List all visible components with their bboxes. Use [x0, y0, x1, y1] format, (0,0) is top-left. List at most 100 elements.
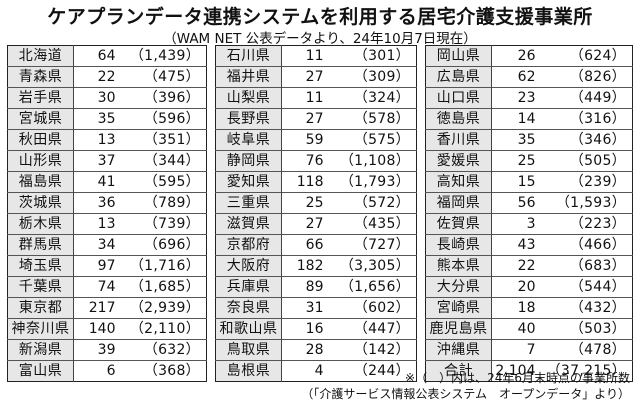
prefecture-cell: 岩手県	[7, 87, 74, 109]
prefecture-cell: 静岡県	[215, 150, 282, 172]
page-title: ケアプランデータ連携システムを利用する居宅介護支援事業所	[47, 6, 593, 28]
table-row: 岡山県 26 （624）	[425, 45, 633, 67]
count-cell: 76	[281, 150, 328, 172]
count-cell: 140	[73, 318, 120, 340]
count-cell: 11	[305, 48, 324, 64]
prior-count-cell: （324）	[327, 87, 417, 109]
count-cell: 31	[281, 297, 328, 319]
table-row: 三重県 25 （572）	[215, 192, 417, 214]
count-cell: 14	[491, 108, 540, 130]
prior-count-cell: （316）	[539, 108, 633, 130]
table-column-3: 岡山県 26 （624） 広島県 62 （826） 山口県 23 （449） 徳島県 14 （316）…	[425, 45, 633, 382]
prefecture-cell: 香川県	[425, 129, 492, 151]
table-row: 和歌山県 16 （447）	[215, 318, 417, 340]
table-row: 愛媛県 25 （505）	[425, 150, 633, 172]
prefecture-cell: 新潟県	[7, 339, 74, 361]
prefecture-cell: 岡山県	[425, 45, 492, 67]
count-cell: 74	[73, 276, 120, 298]
prefecture-cell: 山形県	[7, 150, 74, 172]
prior-count-cell: （309）	[327, 66, 417, 88]
count-cell: 13	[73, 213, 120, 235]
prior-count-cell: （142）	[327, 339, 417, 361]
prefecture-cell: 熊本県	[425, 255, 492, 277]
prior-count-cell: （595）	[119, 171, 207, 193]
prior-count-cell: （602）	[327, 297, 417, 319]
count-cell: 36	[73, 192, 120, 214]
table-row: 滋賀県 27 （435）	[215, 213, 417, 235]
count-cell: 25	[281, 192, 328, 214]
prior-count-cell: （466）	[539, 234, 633, 256]
count-cell: 56	[491, 192, 540, 214]
table-row: 鳥取県 28 （142）	[215, 339, 417, 361]
table-row: 福岡県 56 （1,593）	[425, 192, 633, 214]
table-row: 広島県 62 （826）	[425, 66, 633, 88]
prefecture-cell: 秋田県	[7, 129, 74, 151]
prefecture-cell: 奈良県	[215, 297, 282, 319]
table-row: 岩手県 30 （396）	[7, 87, 207, 109]
table-row: 山口県 23 （449）	[425, 87, 633, 109]
table-row: 長野県 27 （578）	[215, 108, 417, 130]
prefecture-cell: 福井県	[215, 66, 282, 88]
count-cell: 34	[73, 234, 120, 256]
table-row: 神奈川県 140 （2,110）	[7, 318, 207, 340]
count-cell: 89	[281, 276, 328, 298]
prior-count-cell: （1,685）	[119, 276, 207, 298]
table-row: 富山県 6 （368）	[7, 360, 207, 382]
table-row: 大阪府 182 （3,305）	[215, 255, 417, 277]
footnote: ※（ ）内は、24年6月末時点の事業所数	[405, 371, 630, 385]
prefecture-cell: 福岡県	[425, 192, 492, 214]
prior-count-cell: （223）	[539, 213, 633, 235]
count-cell: 20	[491, 276, 540, 298]
count-cell: 64	[97, 48, 116, 64]
prefecture-cell: 高知県	[425, 171, 492, 193]
table-row: 鹿児島県 40 （503）	[425, 318, 633, 340]
table-row: 大分県 20 （544）	[425, 276, 633, 298]
table-column-1: 北海道 64 （1,439） 青森県 22 （475） 岩手県 30 （396） 宮城県 35 （59…	[7, 45, 207, 382]
table-row: 青森県 22 （475）	[7, 66, 207, 88]
count-cell: 28	[281, 339, 328, 361]
count-cell: 2,104	[491, 360, 540, 382]
count-cell: 35	[491, 129, 540, 151]
prior-count-cell: （572）	[327, 192, 417, 214]
prefecture-cell: 和歌山県	[215, 318, 282, 340]
prior-count-cell: （826）	[539, 66, 633, 88]
table-row: 兵庫県 89 （1,656）	[215, 276, 417, 298]
prior-count-cell: （447）	[327, 318, 417, 340]
prefecture-cell: 京都府	[215, 234, 282, 256]
prefecture-cell: 大阪府	[215, 255, 282, 277]
count-cell: 27	[281, 108, 328, 130]
count-cell: 22	[73, 66, 120, 88]
prefecture-cell: 山口県	[425, 87, 492, 109]
table-row: 宮崎県 18 （432）	[425, 297, 633, 319]
table-row: 佐賀県 3 （223）	[425, 213, 633, 235]
prefecture-cell: 富山県	[7, 360, 74, 382]
count-cell: 43	[491, 234, 540, 256]
prefecture-cell: 合計	[425, 360, 492, 382]
prefecture-cell: 青森県	[7, 66, 74, 88]
prior-count-cell: （727）	[327, 234, 417, 256]
prior-count-cell: （351）	[119, 129, 207, 151]
prefecture-cell: 北海道	[7, 45, 74, 67]
prior-count-cell: （346）	[539, 129, 633, 151]
count-cell: 27	[281, 213, 328, 235]
prior-count-cell: （739）	[119, 213, 207, 235]
prefecture-cell: 広島県	[425, 66, 492, 88]
table-row: 東京都 217 （2,939）	[7, 297, 207, 319]
table-row: 福島県 41 （595）	[7, 171, 207, 193]
prefecture-cell: 群馬県	[7, 234, 74, 256]
prefecture-cell: 石川県	[215, 45, 282, 67]
prior-count-cell: （244）	[327, 360, 417, 382]
table-row: 山梨県 11 （324）	[215, 87, 417, 109]
count-cell: 23	[491, 87, 540, 109]
prefecture-cell: 神奈川県	[7, 318, 74, 340]
prior-count-cell: （624）	[569, 48, 626, 64]
prior-count-cell: （505）	[539, 150, 633, 172]
table-row: 徳島県 14 （316）	[425, 108, 633, 130]
prior-count-cell: （432）	[539, 297, 633, 319]
count-cell: 182	[281, 255, 328, 277]
prior-count-cell: （449）	[539, 87, 633, 109]
prefecture-cell: 福島県	[7, 171, 74, 193]
table-row: 愛知県 118 （1,793）	[215, 171, 417, 193]
prior-count-cell: （396）	[119, 87, 207, 109]
prefecture-cell: 鹿児島県	[425, 318, 492, 340]
